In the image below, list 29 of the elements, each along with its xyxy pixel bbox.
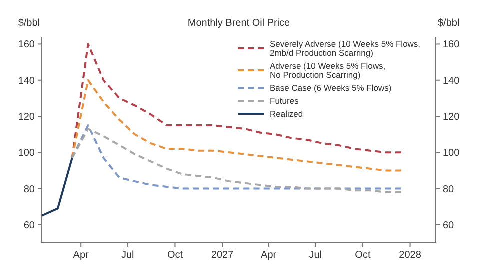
y2-tick-label: 140 — [443, 76, 460, 87]
legend-label: Base Case (6 Weeks 5% Flows) — [270, 83, 392, 93]
line-series — [71, 79, 403, 172]
x-tick-label: Apr — [73, 250, 90, 261]
y2-tick-label: 80 — [443, 184, 455, 196]
legend-label: Adverse (10 Weeks 5% Flows, No Production Scarring) — [270, 61, 386, 80]
y2-tick-label: 100 — [443, 148, 460, 160]
x-tick-label: Oct — [355, 250, 371, 261]
y2-tick-label: 120 — [443, 112, 460, 124]
y2-tick-label: 60 — [443, 220, 455, 232]
x-tick-label: Apr — [261, 250, 278, 261]
y-tick-label: 80 — [24, 184, 36, 196]
y-tick-label: 120 — [18, 112, 36, 124]
chart-title: Monthly Brent Oil Price — [188, 18, 291, 29]
y2-axis-title: $/bbl — [438, 18, 460, 29]
legend-label: Futures — [270, 96, 299, 106]
y-tick-label: 100 — [18, 148, 36, 160]
y-axis-title: $/bbl — [18, 18, 40, 29]
y-tick-label: 140 — [18, 76, 36, 87]
x-tick-label: Jul — [309, 250, 322, 261]
legend-label: Realized — [270, 109, 304, 119]
y-tick-label: 60 — [24, 220, 36, 232]
legend-label: Severely Adverse (10 Weeks 5% Flows, 2mb/d Production Scarring) — [270, 39, 421, 58]
x-tick-label: Jul — [122, 250, 134, 261]
y-tick-label: 160 — [18, 40, 36, 51]
x-tick-label: 2028 — [399, 250, 422, 261]
y2-tick-label: 160 — [443, 40, 460, 51]
x-tick-label: 2027 — [211, 250, 234, 261]
x-tick-label: Oct — [167, 250, 184, 261]
